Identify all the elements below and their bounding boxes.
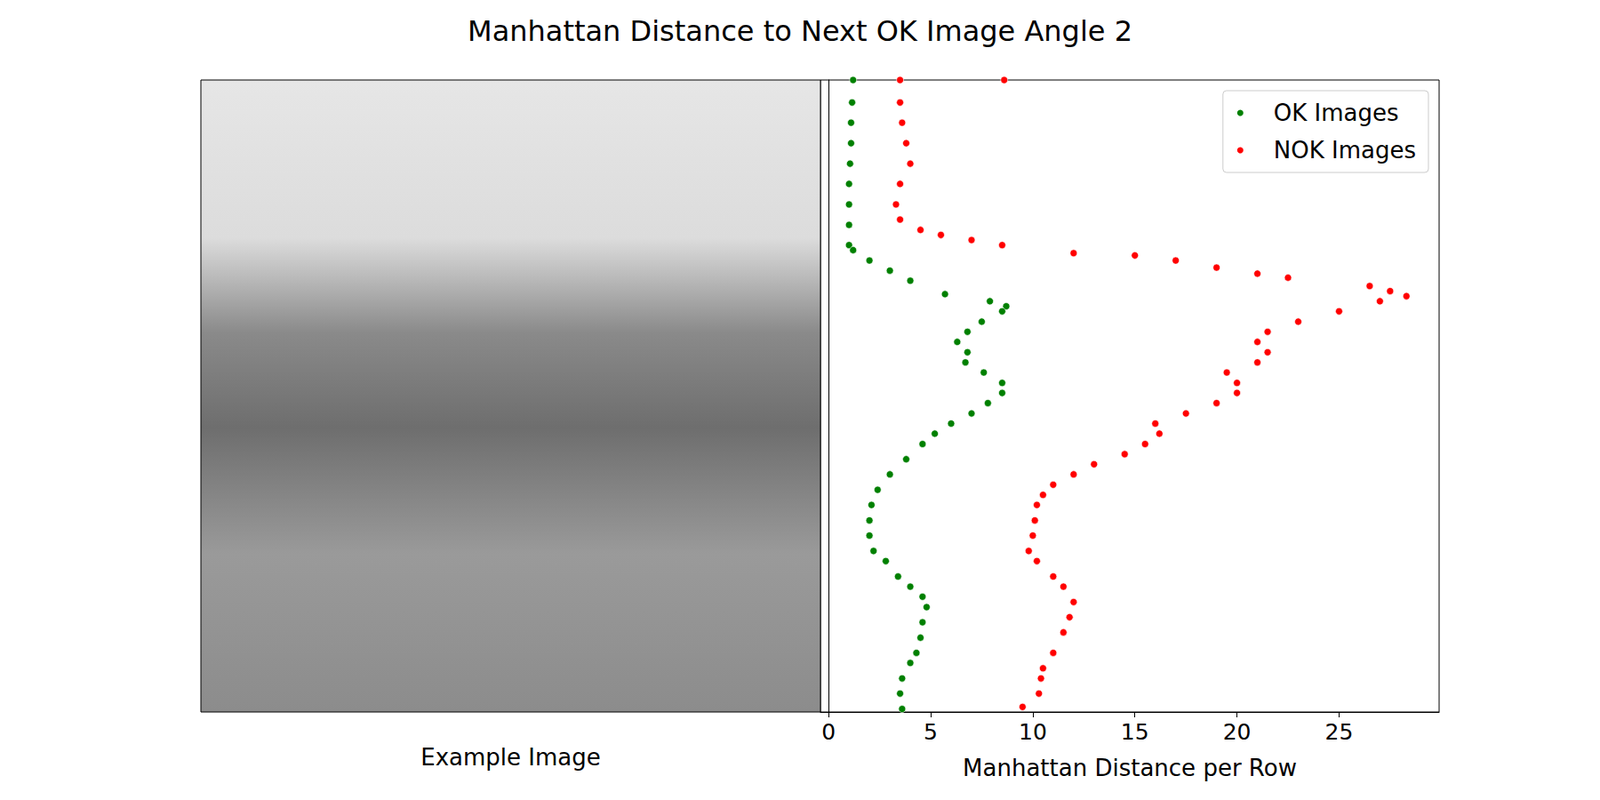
svg-text:25: 25 — [1325, 719, 1354, 745]
svg-text:15: 15 — [1120, 719, 1150, 745]
svg-text:Manhattan Distance per Row: Manhattan Distance per Row — [962, 754, 1297, 782]
svg-text:Example Image: Example Image — [420, 744, 601, 771]
svg-text:NOK Images: NOK Images — [1273, 136, 1416, 164]
svg-text:5: 5 — [923, 719, 938, 745]
svg-text:0: 0 — [821, 719, 836, 745]
svg-text:OK Images: OK Images — [1273, 99, 1400, 127]
svg-text:20: 20 — [1223, 719, 1252, 745]
svg-text:10: 10 — [1018, 719, 1048, 745]
svg-text:Manhattan Distance to Next OK: Manhattan Distance to Next OK Image Angl… — [467, 14, 1133, 48]
